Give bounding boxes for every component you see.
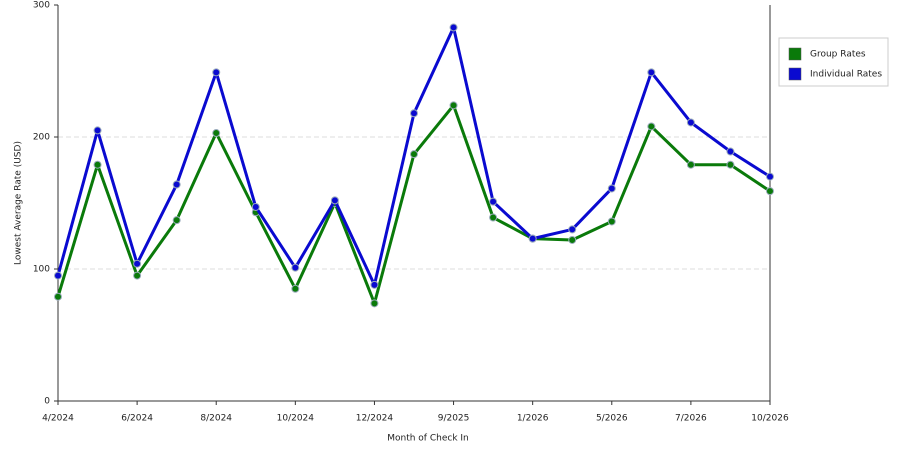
data-point	[647, 68, 656, 77]
data-point	[93, 126, 102, 135]
data-point	[528, 234, 537, 243]
x-tick-label: 7/2026	[675, 414, 707, 424]
x-tick-label: 8/2024	[200, 414, 232, 424]
data-point	[410, 150, 418, 159]
x-tick-label: 10/2026	[751, 414, 789, 424]
x-axis-title: Month of Check In	[387, 434, 469, 444]
data-point	[568, 225, 577, 234]
legend-label: Group Rates	[810, 50, 866, 60]
data-point	[93, 160, 102, 169]
data-point	[766, 187, 774, 196]
data-point	[212, 129, 221, 138]
data-point	[370, 280, 379, 289]
y-tick-label: 100	[33, 265, 50, 275]
y-tick-label: 300	[33, 1, 50, 11]
data-point	[291, 284, 300, 293]
x-tick-label: 4/2024	[42, 414, 74, 424]
legend-label: Individual Rates	[810, 70, 882, 80]
data-point	[607, 184, 616, 193]
data-point	[726, 160, 735, 169]
y-tick-label: 0	[44, 397, 50, 407]
data-point	[251, 202, 260, 211]
data-point	[726, 147, 735, 156]
data-point	[133, 259, 142, 268]
data-point	[607, 217, 616, 226]
legend-swatch	[788, 47, 802, 61]
x-tick-label: 1/2026	[517, 414, 549, 424]
data-point	[172, 180, 181, 189]
data-point	[686, 160, 695, 169]
x-tick-label: 5/2026	[596, 414, 628, 424]
data-point	[54, 292, 62, 301]
data-point	[133, 271, 142, 280]
legend-swatch	[788, 67, 802, 81]
data-point	[489, 197, 498, 206]
data-point	[568, 235, 577, 244]
data-point	[647, 122, 656, 131]
data-point	[291, 263, 300, 272]
series-line	[56, 103, 771, 305]
data-point	[330, 196, 339, 205]
data-point	[54, 271, 62, 280]
data-point	[212, 68, 221, 77]
data-point	[410, 109, 418, 118]
x-tick-label: 9/2025	[438, 414, 470, 424]
data-point	[370, 299, 379, 308]
data-point	[449, 101, 458, 110]
data-point	[766, 172, 774, 181]
y-tick-label: 200	[33, 133, 50, 143]
x-tick-label: 12/2024	[356, 414, 394, 424]
x-tick-label: 6/2024	[121, 414, 153, 424]
data-point	[686, 118, 695, 127]
data-point	[489, 213, 498, 222]
y-axis-title: Lowest Average Rate (USD)	[14, 141, 24, 265]
data-point	[449, 23, 458, 32]
data-point	[172, 216, 181, 225]
x-tick-label: 10/2024	[277, 414, 315, 424]
